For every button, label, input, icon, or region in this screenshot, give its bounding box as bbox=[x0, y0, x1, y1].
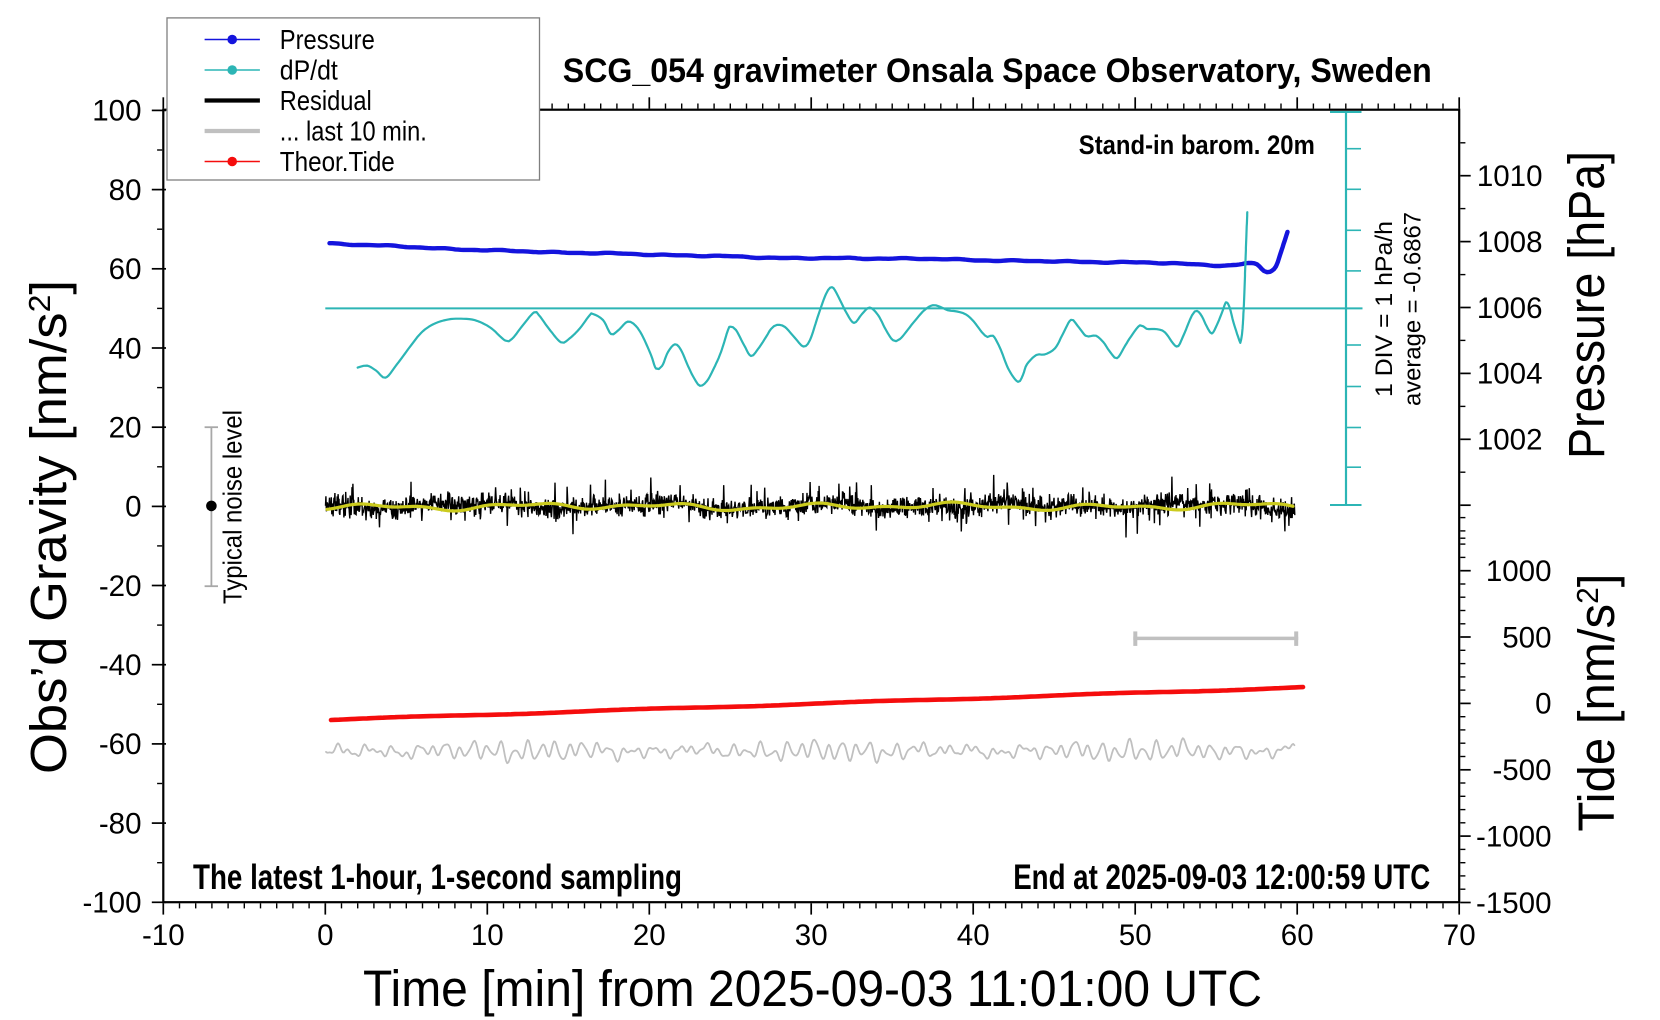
svg-text:1004: 1004 bbox=[1477, 358, 1543, 391]
svg-text:Tide [nm/s2]: Tide [nm/s2] bbox=[1568, 574, 1625, 832]
svg-text:1 DIV = 1 hPa/h: 1 DIV = 1 hPa/h bbox=[1371, 221, 1398, 397]
svg-text:The latest 1-hour, 1-second sa: The latest 1-hour, 1-second sampling bbox=[193, 858, 682, 897]
svg-text:-60: -60 bbox=[99, 728, 142, 761]
svg-text:20: 20 bbox=[109, 412, 142, 445]
svg-text:-100: -100 bbox=[82, 887, 141, 920]
svg-text:-1000: -1000 bbox=[1476, 820, 1551, 853]
svg-text:80: 80 bbox=[109, 174, 142, 207]
svg-text:0: 0 bbox=[125, 491, 141, 524]
svg-text:10: 10 bbox=[471, 919, 504, 952]
svg-text:0: 0 bbox=[1535, 688, 1551, 721]
svg-text:500: 500 bbox=[1502, 621, 1551, 654]
svg-text:-1500: -1500 bbox=[1476, 887, 1551, 920]
svg-text:Pressure [hPa]: Pressure [hPa] bbox=[1558, 151, 1615, 459]
svg-text:End at 2025-09-03 12:00:59 UTC: End at 2025-09-03 12:00:59 UTC bbox=[1013, 858, 1430, 897]
svg-text:-10: -10 bbox=[142, 919, 185, 952]
svg-text:Time [min] from 2025-09-03 11:: Time [min] from 2025-09-03 11:01:00 UTC bbox=[363, 960, 1262, 1017]
svg-text:Stand-in barom. 20m: Stand-in barom. 20m bbox=[1079, 130, 1315, 160]
svg-text:... last 10 min.: ... last 10 min. bbox=[280, 116, 427, 147]
svg-text:SCG_054 gravimeter Onsala Spac: SCG_054 gravimeter Onsala Space Observat… bbox=[563, 52, 1432, 90]
svg-text:Theor.Tide: Theor.Tide bbox=[280, 146, 395, 177]
svg-text:30: 30 bbox=[795, 919, 828, 952]
svg-text:60: 60 bbox=[109, 253, 142, 286]
svg-text:1000: 1000 bbox=[1486, 555, 1552, 588]
svg-text:-500: -500 bbox=[1492, 754, 1551, 787]
svg-text:1010: 1010 bbox=[1477, 160, 1543, 193]
svg-text:100: 100 bbox=[92, 95, 141, 128]
svg-text:0: 0 bbox=[317, 919, 333, 952]
svg-text:average = -0.6867: average = -0.6867 bbox=[1400, 212, 1427, 406]
svg-text:70: 70 bbox=[1443, 919, 1476, 952]
svg-text:50: 50 bbox=[1119, 919, 1152, 952]
svg-text:Obs’d Gravity [nm/s2]: Obs’d Gravity [nm/s2] bbox=[20, 280, 77, 774]
svg-text:60: 60 bbox=[1281, 919, 1314, 952]
svg-text:Residual: Residual bbox=[280, 85, 372, 116]
svg-text:40: 40 bbox=[957, 919, 990, 952]
svg-text:40: 40 bbox=[109, 332, 142, 365]
svg-text:1008: 1008 bbox=[1477, 226, 1543, 259]
svg-text:-20: -20 bbox=[99, 570, 142, 603]
svg-text:-40: -40 bbox=[99, 649, 142, 682]
svg-text:Typical noise level: Typical noise level bbox=[219, 410, 247, 604]
svg-text:1002: 1002 bbox=[1477, 424, 1543, 457]
svg-text:Pressure: Pressure bbox=[280, 24, 375, 55]
svg-text:1006: 1006 bbox=[1477, 292, 1543, 325]
svg-text:20: 20 bbox=[633, 919, 666, 952]
svg-text:-80: -80 bbox=[99, 807, 142, 840]
svg-text:dP/dt: dP/dt bbox=[280, 55, 338, 86]
